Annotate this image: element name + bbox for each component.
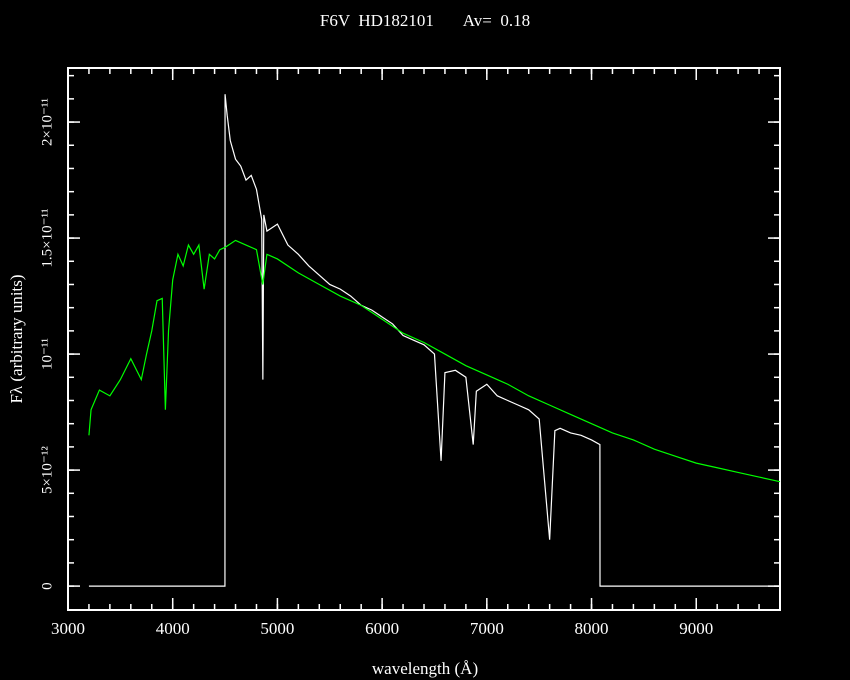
spectrum-line <box>88 239 781 483</box>
y-tick-label: 2×10⁻¹¹ <box>39 98 55 146</box>
x-tick-label: 3000 <box>51 619 85 638</box>
y-tick-label: 1.5×10⁻¹¹ <box>39 209 55 268</box>
x-tick-label: 8000 <box>575 619 609 638</box>
x-tick-label: 6000 <box>365 619 399 638</box>
x-tick-label: 9000 <box>679 619 713 638</box>
y-axis-label: Fλ (arbitrary units) <box>7 274 26 403</box>
x-tick-label: 5000 <box>260 619 294 638</box>
spectrum-line <box>88 94 780 587</box>
y-tick-label: 10⁻¹¹ <box>39 338 55 370</box>
y-tick-label: 5×10⁻¹² <box>39 446 55 494</box>
chart-title: F6V HD182101 Av= 0.18 <box>320 11 530 30</box>
x-tick-label: 4000 <box>156 619 190 638</box>
x-tick-label: 7000 <box>470 619 504 638</box>
x-axis-label: wavelength (Å) <box>372 659 478 678</box>
y-tick-label: 0 <box>39 582 55 590</box>
